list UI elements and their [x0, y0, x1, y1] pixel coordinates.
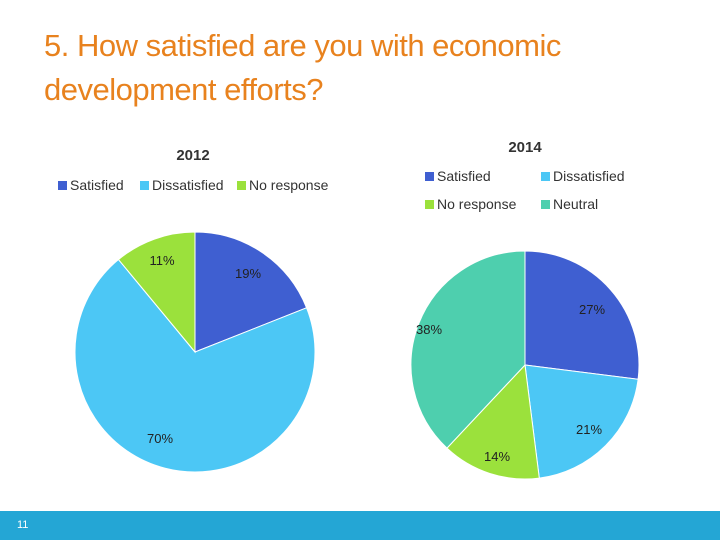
- legend-label-no-response: No response: [249, 177, 329, 193]
- legend-swatch-satisfied: [58, 181, 67, 190]
- legend-label-dissatisfied: Dissatisfied: [152, 177, 224, 193]
- pie-slices: [410, 250, 640, 480]
- page-number: 11: [17, 519, 29, 531]
- data-labels: 19% 70% 11%: [147, 253, 261, 446]
- pie-slice-satisfied: [194, 231, 308, 353]
- pie-slice-neutral: [410, 250, 526, 449]
- pie-slice-satisfied: [524, 250, 640, 380]
- data-label-no-response: 11%: [149, 253, 174, 268]
- legend-label-satisfied: Satisfied: [437, 168, 491, 184]
- legend-swatch-neutral: [541, 200, 550, 209]
- legend-label-satisfied: Satisfied: [70, 177, 124, 193]
- slide-title: 5. How satisfied are you with economic d…: [44, 28, 561, 107]
- legend-swatch-dissatisfied: [541, 172, 550, 181]
- footer-bar: 11: [0, 511, 720, 540]
- pie-slice-no-response: [117, 231, 196, 354]
- data-label-satisfied: 19%: [235, 266, 261, 281]
- data-label-no-response: 14%: [484, 449, 510, 464]
- legend-swatch-satisfied: [425, 172, 434, 181]
- chart-legend: Satisfied Dissatisfied No response Neutral: [425, 168, 625, 212]
- pie-chart-2012: 2012 Satisfied Dissatisfied No response 19…: [40, 135, 360, 480]
- legend-swatch-no-response: [425, 200, 434, 209]
- legend-label-no-response: No response: [437, 196, 517, 212]
- data-label-neutral: 38%: [416, 322, 442, 337]
- chart-title: 2012: [176, 147, 209, 164]
- data-labels: 27% 21% 14% 38%: [416, 302, 605, 464]
- pie-slice-dissatisfied: [524, 364, 639, 479]
- chart-title: 2014: [508, 139, 542, 156]
- pie-chart-2012-svg: 2012 Satisfied Dissatisfied No response 19…: [58, 147, 329, 473]
- chart-legend: Satisfied Dissatisfied No response: [58, 177, 329, 193]
- legend-swatch-no-response: [237, 181, 246, 190]
- legend-label-neutral: Neutral: [553, 196, 598, 212]
- legend-label-dissatisfied: Dissatisfied: [553, 168, 625, 184]
- data-label-satisfied: 27%: [579, 302, 605, 317]
- pie-slice-dissatisfied: [74, 258, 316, 473]
- legend-swatch-dissatisfied: [140, 181, 149, 190]
- pie-chart-2014: 2014 Satisfied Dissatisfied No response Neu…: [385, 128, 685, 488]
- pie-slices: [74, 231, 316, 473]
- data-label-dissatisfied: 70%: [147, 431, 173, 446]
- data-label-dissatisfied: 21%: [576, 422, 602, 437]
- pie-slice-no-response: [446, 363, 540, 480]
- pie-chart-2014-svg: 2014 Satisfied Dissatisfied No response Neu…: [410, 139, 640, 480]
